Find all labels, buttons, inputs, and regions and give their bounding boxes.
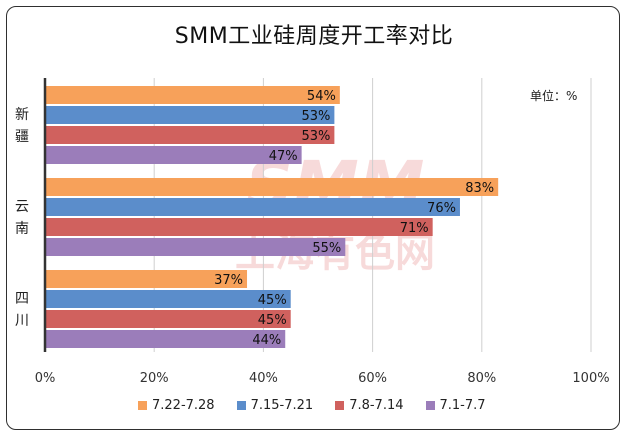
- bar: [45, 178, 499, 196]
- data-label: 44%: [252, 333, 281, 348]
- category-label: 新: [15, 107, 29, 123]
- bar: [45, 330, 286, 348]
- data-label: 83%: [465, 181, 494, 196]
- data-label: 54%: [307, 89, 336, 104]
- bar: [45, 270, 248, 288]
- data-label: 76%: [427, 201, 456, 216]
- x-tick-label: 40%: [249, 371, 278, 386]
- x-tick-label: 80%: [467, 371, 496, 386]
- legend-label: 7.15-7.21: [250, 398, 314, 413]
- x-tick-label: 0%: [35, 371, 56, 386]
- bar: [45, 86, 340, 104]
- legend-item: 7.22-7.28: [138, 398, 215, 413]
- bar: [45, 126, 335, 144]
- data-label: 37%: [214, 273, 243, 288]
- legend-swatch: [138, 401, 147, 410]
- chart-legend: 7.22-7.28 7.15-7.21 7.8-7.14 7.1-7.7: [138, 398, 486, 413]
- unit-label: 单位：%: [530, 89, 578, 103]
- legend-item: 7.15-7.21: [236, 398, 314, 413]
- data-label: 45%: [258, 293, 287, 308]
- x-tick-label: 60%: [358, 371, 387, 386]
- data-label: 71%: [400, 221, 429, 236]
- category-label: 南: [15, 221, 29, 237]
- bar: [45, 106, 335, 124]
- bar: [45, 218, 433, 236]
- legend-swatch: [236, 401, 246, 410]
- category-label: 川: [15, 313, 29, 329]
- category-label: 云: [15, 199, 29, 215]
- legend-label: 7.1-7.7: [439, 398, 486, 413]
- data-label: 55%: [312, 241, 341, 256]
- bar: [45, 310, 291, 328]
- bar: [45, 198, 460, 216]
- data-label: 53%: [301, 129, 330, 144]
- x-tick-label: 20%: [140, 371, 169, 386]
- legend-item: 7.1-7.7: [425, 398, 486, 413]
- data-label: 45%: [258, 313, 287, 328]
- bar: [45, 290, 291, 308]
- legend-item: 7.8-7.14: [335, 398, 404, 413]
- category-label: 四: [15, 291, 29, 307]
- legend-swatch: [425, 401, 435, 410]
- data-label: 53%: [301, 109, 330, 124]
- legend-label: 7.22-7.28: [152, 398, 215, 413]
- data-label: 47%: [269, 149, 298, 164]
- legend-label: 7.8-7.14: [349, 398, 404, 413]
- x-tick-label: 100%: [572, 371, 609, 386]
- bar: [45, 238, 346, 256]
- bar: [45, 146, 302, 164]
- legend-swatch: [335, 401, 345, 410]
- category-label: 疆: [15, 129, 29, 145]
- chart-title: SMM工业硅周度开工率对比: [174, 24, 454, 49]
